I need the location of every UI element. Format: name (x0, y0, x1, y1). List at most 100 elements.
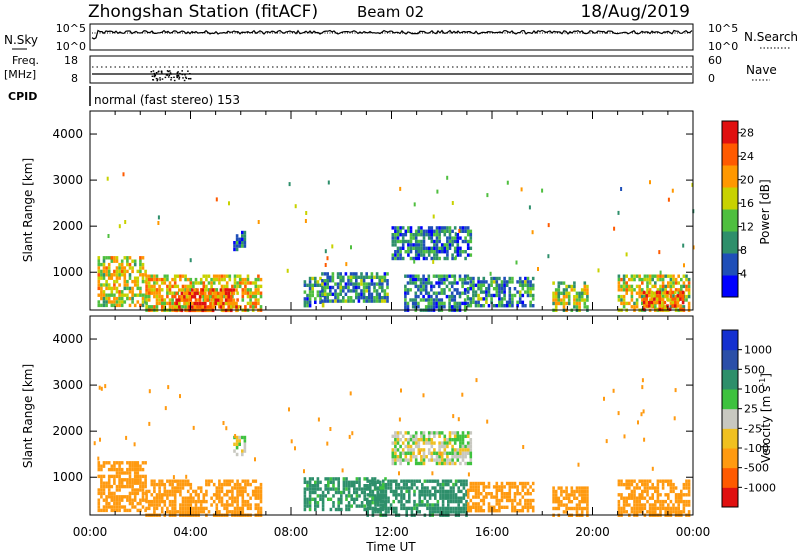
range-cell (259, 291, 263, 295)
range-cell (120, 266, 124, 270)
range-cell (163, 499, 167, 504)
range-cell (617, 411, 620, 416)
range-cell (669, 506, 673, 511)
range-cell (447, 510, 450, 514)
range-cell (460, 489, 463, 494)
range-cell (155, 298, 159, 302)
range-cell (166, 294, 169, 299)
range-cell (650, 294, 654, 298)
range-cell (394, 256, 397, 261)
range-cell (531, 488, 535, 492)
range-cell (658, 294, 661, 298)
range-cell (107, 293, 111, 297)
range-cell (332, 504, 335, 508)
range-cell (435, 226, 439, 230)
range-cell (184, 305, 187, 309)
range-cell (524, 492, 527, 496)
range-cell (180, 291, 184, 296)
range-cell (334, 299, 337, 303)
range-cell (477, 297, 480, 301)
range-cell (414, 250, 418, 254)
range-cell (238, 244, 241, 248)
range-cell (210, 284, 213, 289)
range-cell (231, 510, 234, 514)
range-cell (633, 510, 636, 514)
range-cell (236, 486, 239, 490)
range-cell (212, 301, 216, 306)
range-cell (438, 233, 441, 237)
range-cell (391, 256, 395, 261)
range-cell (646, 284, 649, 289)
range-cell (469, 448, 473, 452)
range-cell (189, 496, 193, 500)
range-cell (228, 503, 232, 507)
range-cell (326, 272, 329, 276)
range-cell (120, 461, 124, 465)
range-cell (518, 276, 522, 281)
range-cell (192, 489, 195, 494)
range-cell (413, 479, 416, 483)
range-cell (131, 266, 134, 270)
cpid-strip: CPID normal (fast stereo) 153 (8, 86, 240, 107)
range-cell (529, 300, 532, 304)
velocity-colorbar-tick-label: 500 (744, 363, 765, 376)
range-cell (120, 259, 124, 263)
range-cell (383, 292, 387, 296)
range-cell (583, 301, 587, 306)
range-cell (409, 233, 413, 237)
range-cell (655, 307, 659, 312)
range-cell (395, 506, 398, 511)
range-cell (422, 239, 426, 244)
power-colorbar-swatch (722, 275, 738, 298)
range-cell (430, 451, 434, 455)
range-cell (414, 298, 418, 302)
range-cell (516, 492, 519, 496)
range-cell (651, 506, 654, 511)
range-cell (136, 478, 140, 482)
range-cell (392, 506, 395, 511)
range-cell (329, 427, 332, 431)
range-cell (383, 289, 387, 293)
range-cell (474, 488, 478, 492)
range-cell (461, 250, 465, 254)
range-cell (120, 478, 124, 482)
range-cell (363, 497, 366, 501)
range-cell (452, 482, 455, 487)
range-cell (363, 484, 366, 488)
range-cell (443, 229, 447, 233)
range-cell (521, 505, 525, 509)
range-cell (326, 441, 329, 446)
range-cell (667, 197, 670, 202)
range-cell (432, 291, 436, 295)
range-cell (332, 494, 335, 498)
range-cell (404, 229, 408, 233)
range-cell (118, 303, 121, 308)
range-cell (316, 494, 320, 498)
range-cell (113, 256, 116, 260)
range-cell (554, 301, 558, 306)
range-cell (246, 503, 250, 507)
range-cell (580, 298, 584, 302)
range-cell (577, 462, 580, 467)
range-cell (102, 293, 106, 297)
range-cell (406, 291, 410, 295)
range-cell (462, 493, 466, 497)
range-cell (633, 305, 636, 309)
range-cell (321, 497, 325, 501)
range-cell (150, 277, 154, 282)
range-cell (193, 295, 197, 299)
range-cell (396, 229, 400, 233)
range-cell (339, 292, 342, 296)
range-cell (430, 431, 434, 435)
range-cell (133, 276, 137, 280)
range-cell (351, 431, 354, 436)
range-cell (113, 273, 116, 277)
range-cell (466, 431, 470, 435)
range-cell (676, 294, 680, 298)
range-cell (97, 488, 101, 492)
range-cell (339, 279, 342, 283)
range-cell (685, 294, 688, 299)
range-cell (438, 246, 441, 250)
range-cell (625, 301, 628, 306)
range-cell (469, 253, 473, 257)
